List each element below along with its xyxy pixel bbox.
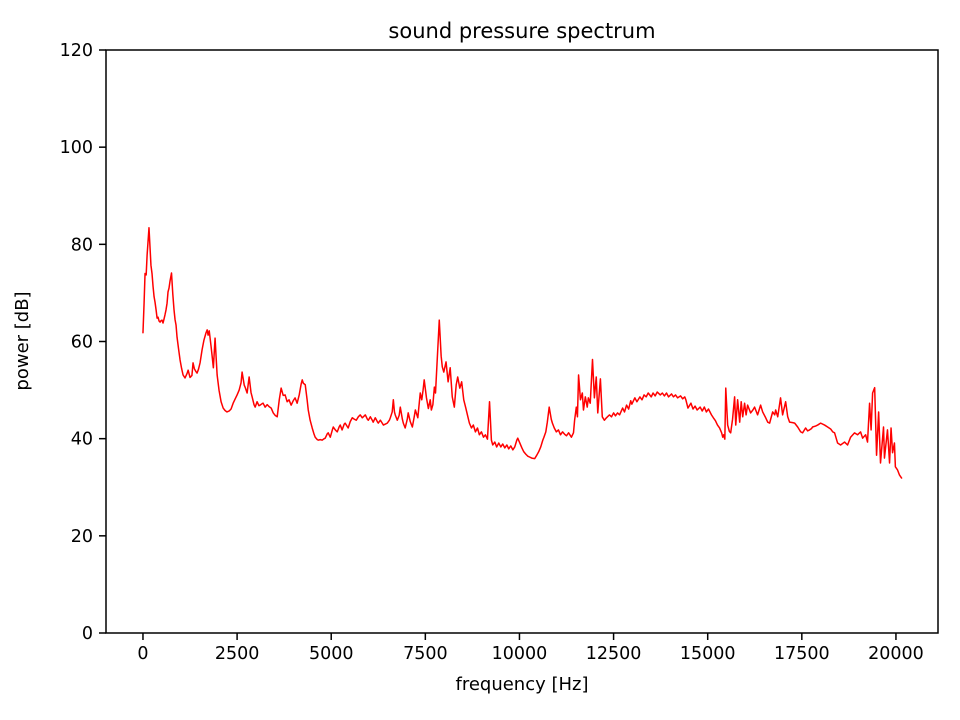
x-tick-label: 5000 [309,644,354,664]
y-tick-label: 20 [71,527,93,547]
x-axis-label: frequency [Hz] [455,674,588,695]
spectrum-line [142,227,903,479]
chart-title: sound pressure spectrum [388,19,655,43]
series-group [142,227,903,479]
x-tick-label: 2500 [215,644,260,664]
y-tick-label: 120 [60,41,93,61]
x-tick-label: 10000 [492,644,548,664]
x-tick-label: 15000 [680,644,736,664]
x-axis-ticks: 0 2500 5000 7500 10000 12500 15000 17500 20000 [137,633,924,664]
y-tick-label: 40 [71,430,93,450]
y-tick-label: 100 [60,138,93,158]
x-tick-label: 7500 [403,644,448,664]
plot-frame [105,49,939,634]
y-tick-label: 80 [71,235,93,255]
x-tick-label: 20000 [868,644,924,664]
x-tick-label: 17500 [774,644,830,664]
x-tick-label: 12500 [586,644,642,664]
x-tick-label: 0 [137,644,148,664]
y-axis-label: power [dB] [12,291,33,390]
y-tick-label: 0 [82,624,93,644]
y-axis-ticks: 0 20 40 60 80 100 120 [60,41,106,644]
y-tick-label: 60 [71,333,93,353]
